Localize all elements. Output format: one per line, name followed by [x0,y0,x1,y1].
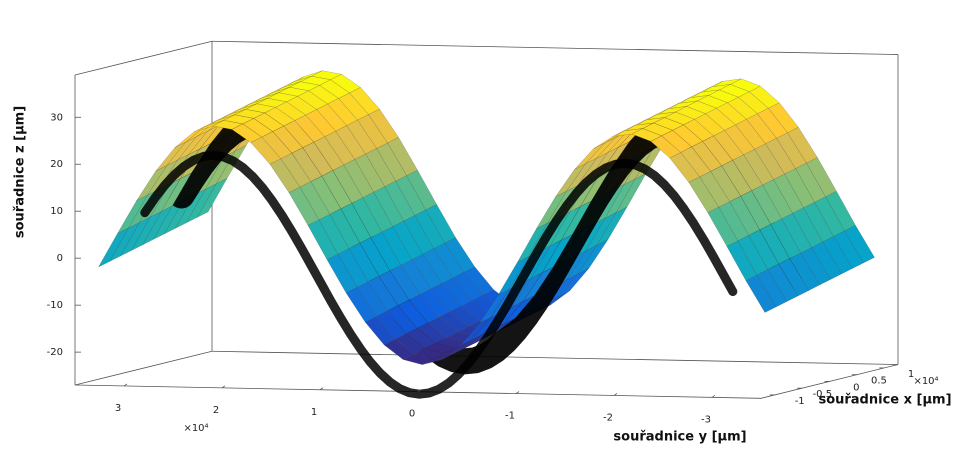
y-tick-label: 3 [115,403,121,414]
y-tick-label: 2 [213,405,219,416]
y-tick [221,385,226,389]
y-tick [711,395,716,398]
y-tick-label: 0 [409,409,415,420]
x-tick-label: 0.5 [871,376,887,387]
y-tick [613,393,618,396]
axis-edge [74,350,213,386]
z-tick-label: 10 [50,206,63,217]
x-tick-label: 1 [908,369,914,380]
y-tick-label: -2 [603,412,613,423]
y-multiplier: ×10⁴ [183,423,208,434]
scatter-cloud [140,150,738,399]
axis-edge [211,40,899,55]
x-tick-label: -0.5 [813,389,833,400]
y-tick [123,383,128,387]
z-tick-label: -10 [47,300,63,311]
y-tick [417,389,422,392]
z-tick-label: 30 [50,112,63,123]
y-tick-label: 1 [311,407,317,418]
axis-edge [211,350,899,365]
z-axis-label: souřadnice z [µm] [13,106,28,238]
z-tick-label: 20 [50,159,63,170]
y-tick-label: -3 [701,414,711,425]
x-tick-label: -1 [795,396,805,407]
y-axis-label: souřadnice y [µm] [613,430,746,445]
y-tick [515,391,520,394]
x-tick-label: 0 [853,382,859,393]
surface-patch [98,227,129,268]
x-multiplier: ×10⁴ [913,376,938,387]
z-tick-label: -20 [47,347,63,358]
axis-edge [74,40,213,76]
y-tick-label: -1 [505,411,515,422]
z-tick-label: 0 [57,253,63,264]
y-tick [319,387,324,391]
x-axis-label: souřadnice x [µm] [818,393,951,408]
surface [98,70,875,399]
